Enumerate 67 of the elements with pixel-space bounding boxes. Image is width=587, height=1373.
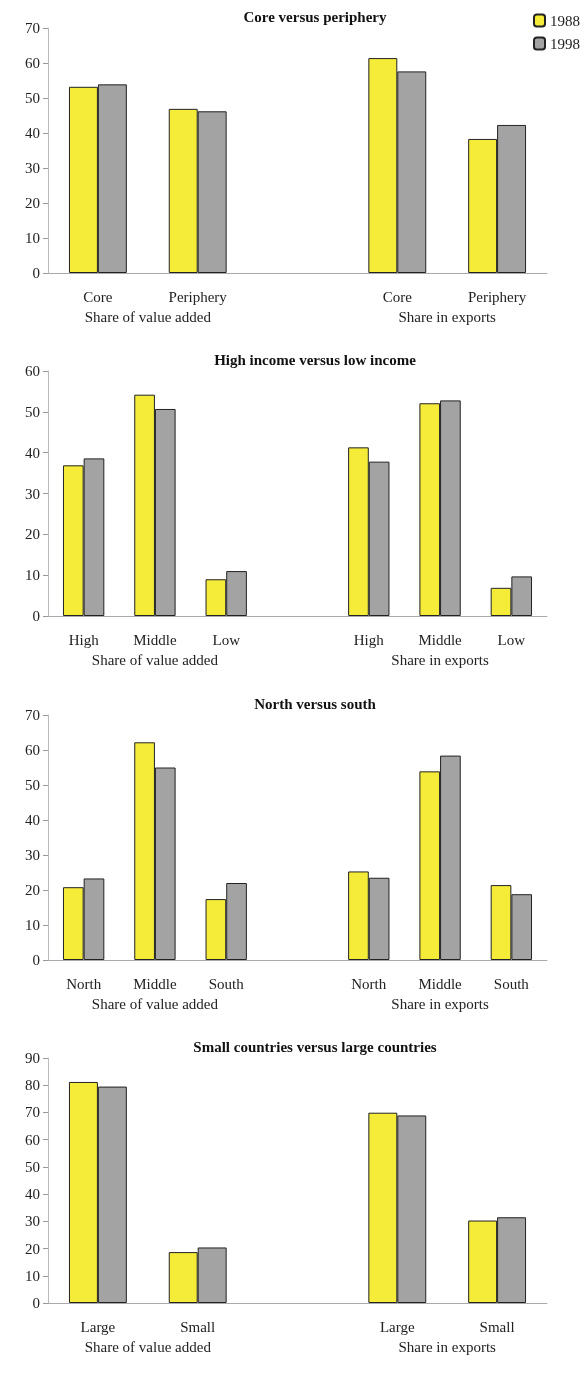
x-tick-label: North — [66, 975, 102, 991]
x-tick-label: Large — [379, 1318, 415, 1335]
y-tick-label: 70 — [25, 706, 40, 723]
text: Share in exports — [398, 1338, 497, 1355]
x-tick-label: Periphery — [467, 288, 527, 305]
x-tick-label: Periphery — [168, 288, 228, 305]
y-tick-label: 60 — [25, 1131, 40, 1148]
y-tick-label: 30 — [25, 160, 40, 176]
y-tick-label: 20 — [25, 526, 40, 543]
y-tick-label: 0 — [32, 951, 40, 968]
text: Share of value added — [84, 1338, 212, 1355]
y-tick-label: 40 — [25, 444, 40, 461]
y-tick-label: 90 — [25, 1049, 40, 1066]
y-tick-label: 60 — [25, 363, 40, 380]
y-tick-label: 0 — [32, 265, 40, 281]
text: Share of value added — [84, 308, 212, 325]
x-tick-label: Middle — [418, 631, 463, 648]
text: Share in exports — [391, 995, 489, 1012]
text: Share of value added — [91, 652, 219, 668]
y-tick-label: 50 — [25, 90, 40, 106]
x-tick-label: South — [208, 975, 245, 991]
x-tick-label: North — [351, 975, 387, 991]
y-tick-label: 30 — [25, 846, 40, 863]
y-tick-label: 0 — [32, 608, 40, 625]
chart-title: Core versus periphery — [243, 8, 388, 25]
y-tick-label: 70 — [25, 1104, 40, 1121]
x-tick-label: Large — [80, 1318, 116, 1335]
y-tick-label: 10 — [25, 567, 40, 584]
chart-title: North versus south — [254, 695, 377, 711]
y-tick-label: 60 — [25, 741, 40, 758]
x-tick-label: Small — [180, 1318, 216, 1335]
x-tick-label: Core — [83, 288, 113, 305]
y-tick-label: 20 — [25, 881, 40, 898]
x-tick-label: High — [68, 631, 100, 648]
legend-label: 1998 — [550, 35, 580, 52]
x-tick-label: High — [353, 631, 385, 648]
x-tick-label: Core — [382, 288, 413, 305]
y-tick-label: 50 — [25, 1158, 40, 1175]
y-tick-label: 70 — [25, 20, 40, 36]
x-tick-label: South — [493, 975, 530, 991]
x-tick-label: Low — [212, 631, 241, 648]
y-tick-label: 80 — [25, 1076, 40, 1093]
y-tick-label: 50 — [25, 404, 40, 421]
y-tick-label: 10 — [25, 230, 40, 246]
y-tick-label: 30 — [25, 1213, 40, 1230]
x-tick-label: Middle — [133, 631, 177, 648]
x-tick-label: Small — [479, 1318, 515, 1335]
x-tick-label: Low — [497, 631, 526, 648]
y-tick-label: 20 — [25, 1240, 40, 1257]
x-tick-label: Middle — [418, 975, 463, 991]
y-tick-label: 40 — [25, 1185, 40, 1202]
legend-label: 1988 — [550, 12, 580, 29]
y-tick-label: 50 — [25, 776, 40, 793]
y-tick-label: 0 — [32, 1294, 40, 1311]
chart-title: High income versus low income — [214, 351, 417, 368]
text: Share in exports — [398, 308, 497, 325]
y-tick-label: 40 — [25, 125, 40, 141]
y-tick-label: 20 — [25, 195, 40, 211]
text: Share in exports — [391, 652, 489, 668]
chart-title: Small countries versus large countries — [193, 1038, 437, 1055]
y-tick-label: 60 — [25, 55, 40, 71]
y-tick-label: 10 — [25, 916, 40, 933]
y-tick-label: 40 — [25, 811, 40, 828]
y-tick-label: 30 — [25, 485, 40, 502]
x-tick-label: Middle — [133, 975, 177, 991]
text: Share of value added — [91, 995, 219, 1012]
y-tick-label: 10 — [25, 1267, 40, 1284]
